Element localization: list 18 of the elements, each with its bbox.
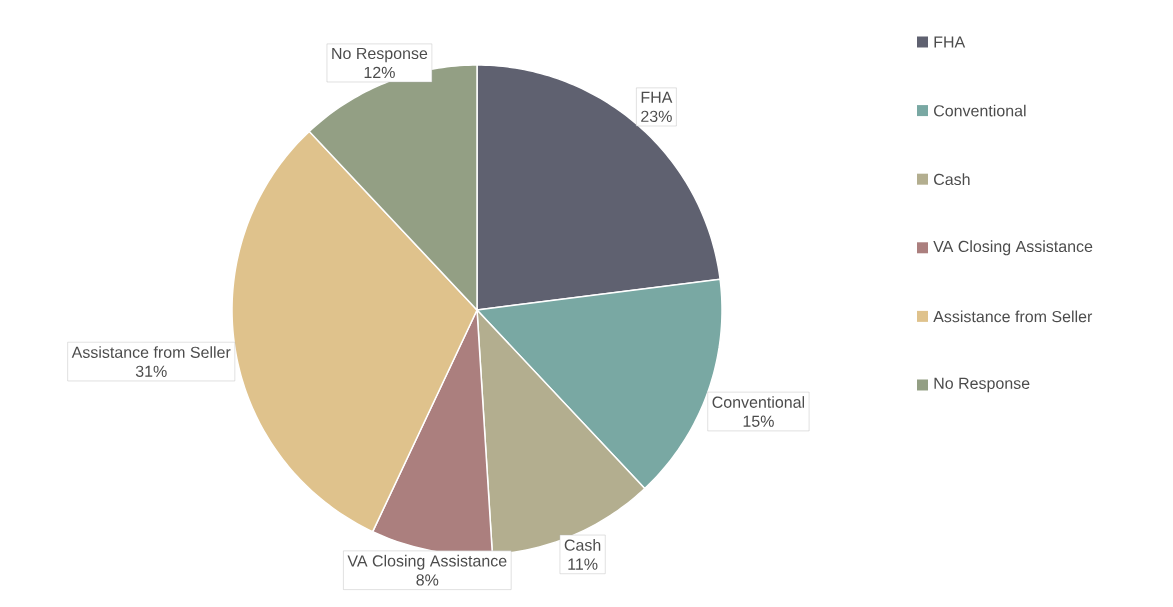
legend-label: No Response: [934, 377, 1030, 393]
legend-label: FHA: [934, 36, 966, 48]
legend-label: VA Closing Assistance: [933, 240, 1093, 256]
data-label: 11%: [568, 558, 598, 570]
data-label: 23%: [641, 110, 672, 123]
slice-label: No Response: [332, 47, 428, 63]
slice-label: Cash: [564, 539, 601, 551]
data-label: 8%: [416, 574, 439, 586]
legend-label: Conventional: [934, 104, 1026, 117]
legend-label: Cash: [934, 173, 970, 186]
slice-label: Assistance from Seller: [71, 346, 231, 358]
legend-label: Assistance from Seller: [933, 310, 1093, 323]
slice-label: Conventional: [712, 396, 805, 408]
data-label: 31%: [135, 365, 167, 377]
slice-label: VA Closing Assistance: [347, 554, 507, 570]
slice-label: FHA: [641, 91, 673, 103]
data-label: 15%: [743, 415, 774, 427]
data-label: 12%: [364, 66, 395, 78]
